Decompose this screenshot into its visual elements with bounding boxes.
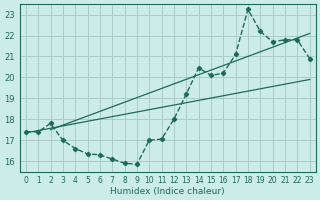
X-axis label: Humidex (Indice chaleur): Humidex (Indice chaleur) <box>110 187 225 196</box>
